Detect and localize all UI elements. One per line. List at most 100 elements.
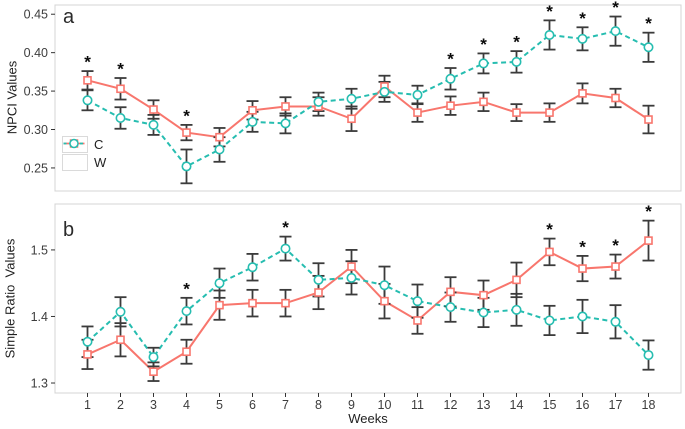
series-line-C bbox=[87, 239, 650, 373]
legend: C W bbox=[62, 135, 106, 171]
marker-square-C bbox=[413, 108, 422, 117]
x-axis: 1 2 3 4 5 6 7 8 9 10 11 12 13 14 15 16 17 18 bbox=[84, 393, 655, 412]
marker-circle-W bbox=[379, 280, 390, 291]
significance-asterisk: * bbox=[546, 220, 553, 239]
marker-square-C bbox=[644, 236, 653, 245]
significance-asterisk: * bbox=[480, 35, 487, 54]
marker-circle-W bbox=[148, 352, 159, 363]
series-line-W bbox=[86, 247, 650, 359]
marker-square-C bbox=[281, 102, 290, 111]
x-tick-label: 5 bbox=[216, 398, 223, 412]
marker-square-C bbox=[578, 89, 587, 98]
x-tick-label: 6 bbox=[249, 398, 256, 412]
marker-circle-W bbox=[412, 296, 423, 307]
marker-circle-W bbox=[577, 311, 588, 322]
marker-square-C bbox=[149, 367, 158, 377]
marker-circle-W bbox=[577, 33, 588, 44]
marker-circle-W bbox=[82, 95, 93, 106]
marker-circle-W bbox=[280, 243, 291, 254]
significance-asterisk: * bbox=[282, 218, 289, 237]
x-axis-title: Weeks bbox=[348, 411, 388, 426]
marker-square-C bbox=[83, 350, 92, 359]
y-axis-title-panel-a: NPCI Values bbox=[4, 60, 20, 135]
y-tick-label: 0.30 bbox=[24, 123, 48, 137]
marker-circle-W bbox=[181, 161, 192, 172]
y-tick-label: 0.25 bbox=[24, 161, 48, 175]
marker-square-C bbox=[611, 262, 620, 271]
panel-b-border bbox=[54, 203, 682, 394]
panel-b: 1.3 1.4 1.5 * * * * * * bbox=[31, 202, 682, 394]
marker-square-C bbox=[215, 300, 224, 310]
x-tick-label: 1 bbox=[84, 398, 91, 412]
panel-label-a: a bbox=[63, 6, 75, 28]
marker-square-C bbox=[182, 128, 191, 137]
marker-circle-W bbox=[544, 315, 555, 326]
marker-circle-W bbox=[445, 73, 456, 84]
marker-square-C bbox=[347, 262, 356, 271]
marker-square-C bbox=[314, 288, 323, 297]
marker-circle-W bbox=[478, 307, 489, 318]
series-line-W bbox=[87, 30, 649, 168]
y-axis-title-panel-b: Simple Ratio Values bbox=[2, 238, 18, 359]
x-tick-label: 14 bbox=[510, 398, 524, 412]
marker-circle-W bbox=[115, 306, 126, 317]
marker-circle-W bbox=[247, 116, 258, 127]
x-tick-label: 7 bbox=[282, 398, 289, 412]
marker-square-C bbox=[644, 115, 653, 124]
significance-asterisk: * bbox=[447, 50, 454, 69]
marker-square-C bbox=[413, 316, 422, 325]
legend-label-c: C bbox=[94, 136, 104, 152]
significance-asterisk: * bbox=[84, 53, 91, 72]
significance-asterisk: * bbox=[645, 202, 652, 221]
marker-square-C bbox=[116, 335, 125, 345]
marker-square-C bbox=[149, 105, 158, 114]
marker-circle-W bbox=[115, 112, 126, 123]
marker-circle-W bbox=[148, 119, 159, 130]
marker-circle-W bbox=[478, 58, 489, 69]
marker-square-C bbox=[380, 296, 389, 306]
marker-square-C bbox=[215, 132, 224, 142]
marker-circle-W bbox=[247, 262, 258, 273]
marker-circle-W bbox=[511, 56, 522, 67]
marker-square-C bbox=[446, 287, 455, 297]
panel-label-b: b bbox=[63, 219, 75, 241]
significance-asterisk: * bbox=[183, 279, 190, 298]
marker-square-C bbox=[182, 347, 191, 357]
x-tick-label: 9 bbox=[348, 398, 355, 412]
marker-circle-W bbox=[544, 29, 555, 40]
marker-circle-W bbox=[280, 118, 291, 129]
significance-asterisk: * bbox=[612, 0, 619, 17]
y-tick-label: 0.40 bbox=[24, 46, 48, 60]
marker-circle-W bbox=[214, 278, 225, 289]
x-tick-label: 12 bbox=[444, 398, 458, 412]
significance-asterisk: * bbox=[513, 33, 520, 52]
marker-square-C bbox=[281, 298, 290, 308]
x-tick-label: 10 bbox=[378, 398, 392, 412]
marker-square-C bbox=[545, 108, 554, 117]
legend-key-w-icon bbox=[62, 138, 88, 171]
x-tick-label: 16 bbox=[576, 398, 590, 412]
x-tick-label: 11 bbox=[411, 398, 424, 412]
marker-square-C bbox=[545, 247, 554, 257]
x-tick-label: 18 bbox=[642, 398, 656, 412]
marker-circle-W bbox=[379, 86, 390, 97]
marker-square-C bbox=[116, 84, 125, 94]
marker-circle-W bbox=[346, 272, 357, 283]
y-tick-label: 0.45 bbox=[24, 8, 48, 22]
series-line-C bbox=[87, 79, 650, 139]
significance-asterisk: * bbox=[612, 236, 619, 255]
legend-entry-w: W bbox=[62, 138, 106, 171]
marker-circle-W bbox=[313, 274, 324, 285]
marker-circle-W bbox=[82, 336, 93, 347]
y-tick-label: 1.5 bbox=[31, 243, 48, 257]
x-tick-label: 17 bbox=[609, 398, 623, 412]
y-tick-label: 1.3 bbox=[31, 376, 48, 390]
marker-square-C bbox=[512, 108, 521, 117]
marker-square-C bbox=[578, 264, 587, 273]
marker-square-C bbox=[83, 76, 92, 85]
marker-square-C bbox=[446, 101, 455, 110]
marker-square-C bbox=[248, 105, 257, 115]
marker-circle-W bbox=[346, 93, 357, 104]
significance-asterisk: * bbox=[546, 2, 553, 21]
marker-circle-W bbox=[610, 316, 621, 327]
